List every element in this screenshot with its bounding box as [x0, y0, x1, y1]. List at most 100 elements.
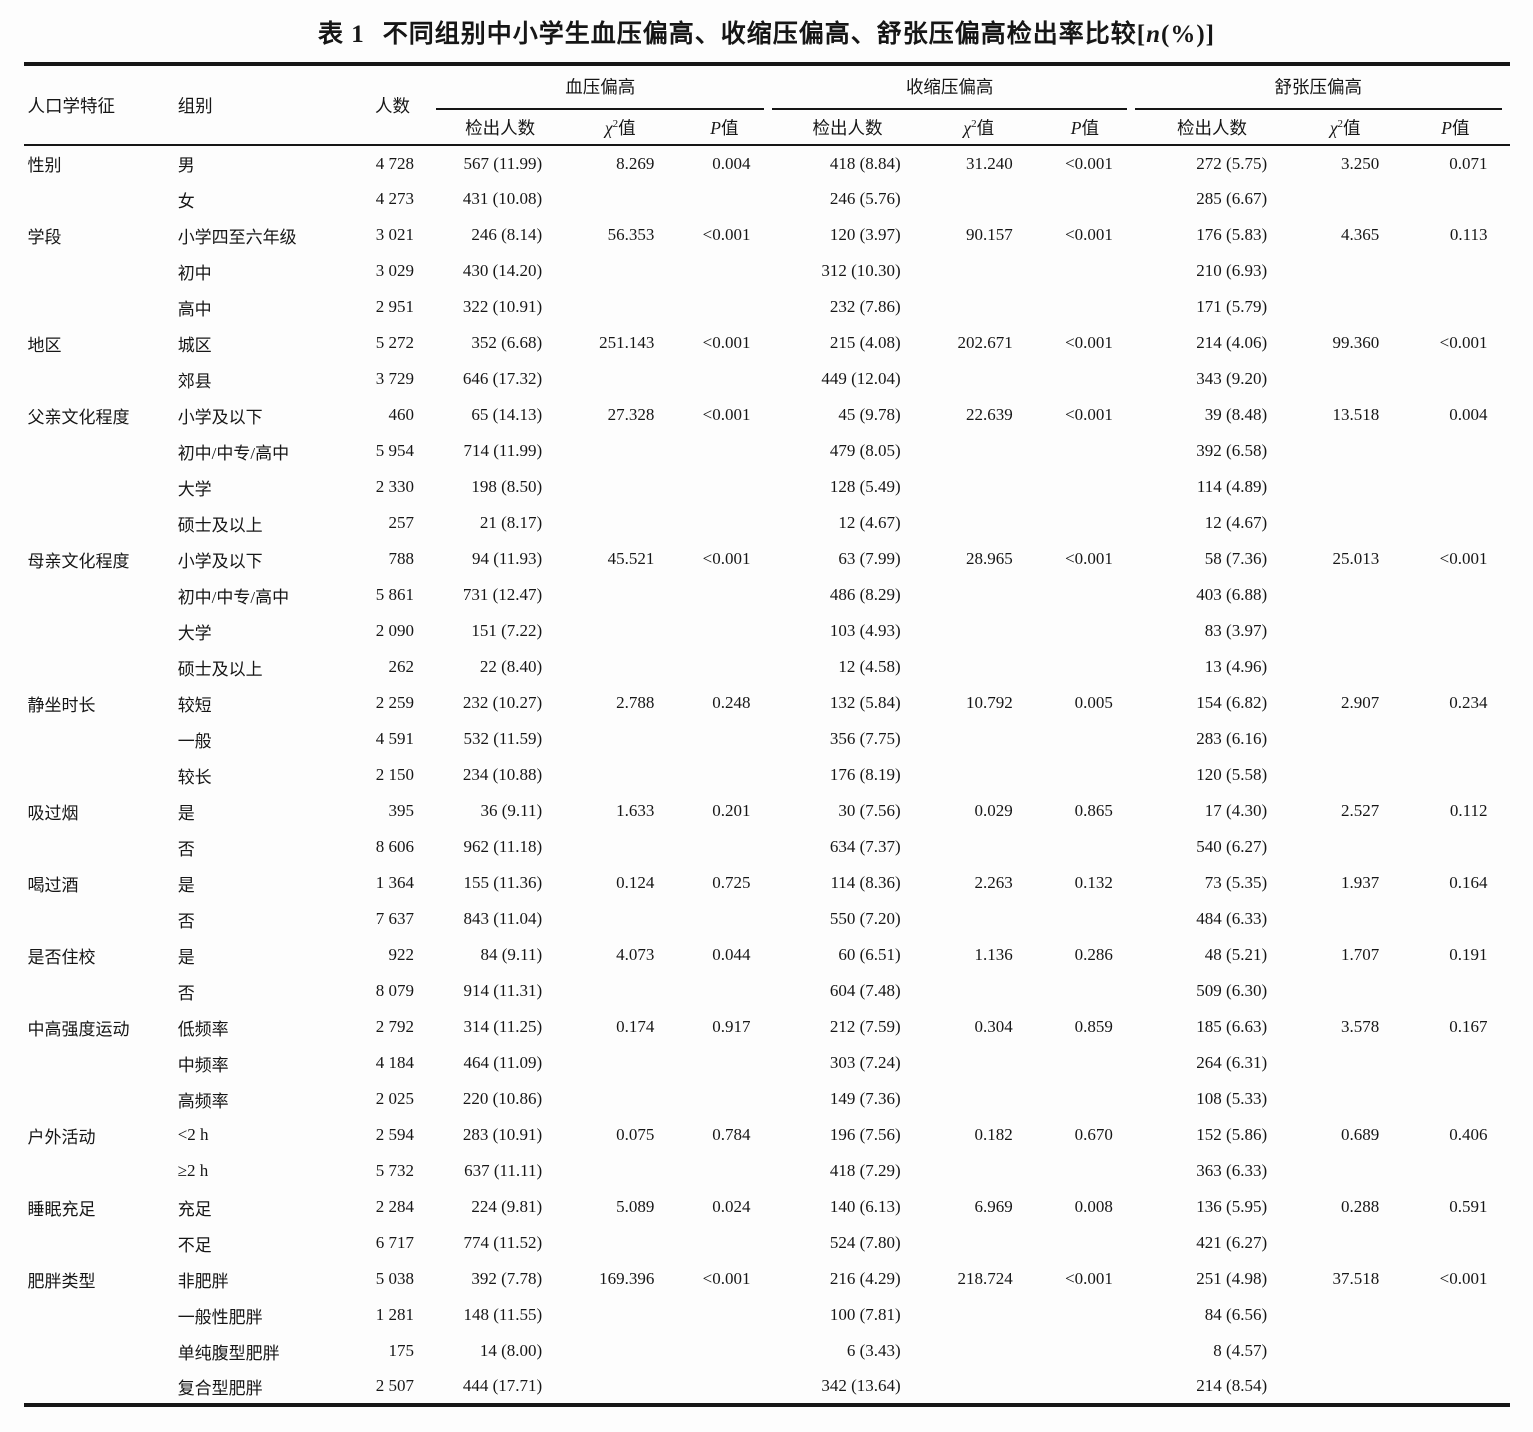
cell-n: 4 273	[375, 189, 415, 208]
cell-bp-detect: 36 (9.11)	[480, 801, 543, 820]
table-row: 初中 3 029 430 (14.20) 312 (10.30) 210 (6.93)	[24, 253, 1510, 289]
cell-sbp-chi	[923, 1153, 1035, 1189]
cell-sbp-detect: 479 (8.05)	[829, 441, 901, 460]
cell-sbp-detect: 176 (8.19)	[829, 765, 901, 784]
cell-sbp-chi	[923, 1297, 1035, 1333]
subheader-chi-sbp: χ2值	[922, 110, 1035, 146]
cell-dbp-detect: 343 (9.20)	[1196, 369, 1268, 388]
cell-sbp-detect: 132 (5.84)	[829, 693, 901, 712]
cell-bp-chi: 1.633	[616, 801, 655, 820]
cell-dbp-chi: 25.013	[1332, 549, 1380, 568]
cell-sbp-p: 0.005	[1074, 693, 1113, 712]
title-bracket-open: [	[1136, 21, 1147, 48]
cell-sbp-chi	[923, 613, 1035, 649]
table-row: 户外活动 <2 h 2 594 283 (10.91) 0.075 0.784 196 (7…	[24, 1117, 1510, 1153]
cell-sbp-chi	[923, 1333, 1035, 1369]
cell-sbp-p	[1035, 433, 1135, 469]
cell-n: 5 038	[375, 1269, 415, 1288]
cell-bp-detect: 430 (14.20)	[462, 261, 543, 280]
cell-dbp-detect: 272 (5.75)	[1196, 153, 1268, 173]
cell-dbp-detect: 152 (5.86)	[1196, 1125, 1268, 1144]
row-category	[24, 973, 170, 1009]
cell-sbp-p	[1035, 1081, 1135, 1117]
cell-dbp-detect: 214 (4.06)	[1196, 333, 1268, 352]
cell-dbp-chi: 3.578	[1341, 1017, 1380, 1036]
cell-dbp-p	[1401, 1333, 1509, 1369]
cell-dbp-p: <0.001	[1439, 333, 1488, 352]
row-group: <2 h	[177, 1125, 209, 1144]
cell-n: 2 330	[375, 477, 415, 496]
cell-sbp-chi	[923, 649, 1035, 685]
cell-sbp-p	[1035, 613, 1135, 649]
table-row: 高中 2 951 322 (10.91) 232 (7.86) 171 (5.79)	[24, 289, 1510, 325]
row-category	[24, 1081, 170, 1117]
cell-dbp-p	[1401, 289, 1509, 325]
cell-dbp-detect: 509 (6.30)	[1196, 981, 1268, 1000]
row-category: 户外活动	[27, 1127, 96, 1147]
row-category	[24, 469, 170, 505]
cell-bp-p	[676, 1081, 772, 1117]
row-group: 初中/中专/高中	[177, 587, 290, 607]
cell-dbp-chi	[1289, 433, 1401, 469]
cell-dbp-p: 0.113	[1449, 225, 1488, 244]
table-row: 一般性肥胖 1 281 148 (11.55) 100 (7.81) 84 (6.56)	[24, 1297, 1510, 1333]
row-category	[24, 181, 170, 217]
header-n: 人数	[359, 64, 437, 146]
cell-dbp-p	[1401, 721, 1509, 757]
cell-n: 2 951	[375, 297, 415, 316]
row-category	[24, 613, 170, 649]
cell-dbp-chi	[1289, 181, 1401, 217]
row-group: 复合型肥胖	[177, 1378, 263, 1398]
cell-bp-detect: 431 (10.08)	[462, 189, 543, 208]
table-row: 否 7 637 843 (11.04) 550 (7.20) 484 (6.33)	[24, 901, 1510, 937]
title-n-variable: n	[1146, 21, 1162, 48]
header-group: 组别	[169, 64, 360, 146]
header-group-row: 人口学特征 组别 人数 血压偏高 收缩压偏高 舒张压偏高	[23, 64, 1510, 146]
cell-bp-p	[676, 1045, 772, 1081]
data-table: 人口学特征 组别 人数 血压偏高 收缩压偏高 舒张压偏高 检出人数 χ2值 P值…	[23, 62, 1510, 1407]
table-row: 否 8 606 962 (11.18) 634 (7.37) 540 (6.27)	[24, 829, 1510, 865]
cell-sbp-chi: 2.263	[974, 873, 1013, 892]
row-group: 较短	[177, 695, 212, 715]
cell-n: 4 184	[375, 1053, 415, 1072]
cell-sbp-p: <0.001	[1065, 333, 1113, 352]
cell-sbp-chi	[923, 1369, 1035, 1405]
cell-bp-p	[676, 649, 772, 685]
cell-dbp-p: 0.112	[1449, 801, 1488, 820]
cell-bp-p: <0.001	[702, 549, 751, 568]
cell-bp-chi	[564, 757, 676, 793]
cell-sbp-detect: 60 (6.51)	[838, 945, 901, 964]
cell-dbp-chi: 13.518	[1332, 405, 1380, 424]
row-category: 是否住校	[27, 947, 96, 967]
table-row: 性别 男 4 728 567 (11.99) 8.269 0.004 418 (8.84) 3…	[24, 145, 1510, 181]
cell-bp-chi	[564, 181, 676, 217]
cell-bp-p	[676, 721, 772, 757]
cell-sbp-detect: 215 (4.08)	[829, 333, 901, 352]
cell-sbp-chi	[923, 721, 1035, 757]
cell-sbp-p: <0.001	[1065, 1269, 1113, 1288]
table-row: 高频率 2 025 220 (10.86) 149 (7.36) 108 (5.33)	[24, 1081, 1510, 1117]
cell-dbp-detect: 363 (6.33)	[1196, 1161, 1268, 1180]
row-group: 大学	[177, 479, 212, 499]
cell-dbp-chi	[1289, 649, 1401, 685]
cell-dbp-p	[1401, 613, 1509, 649]
cell-sbp-chi: 202.671	[957, 333, 1013, 352]
header-sbp-group: 收缩压偏高	[772, 64, 1134, 110]
row-category	[24, 829, 170, 865]
cell-dbp-p	[1401, 253, 1509, 289]
cell-dbp-detect: 421 (6.27)	[1196, 1233, 1268, 1252]
cell-sbp-detect: 418 (7.29)	[829, 1161, 901, 1180]
table-row: 肥胖类型 非肥胖 5 038 392 (7.78) 169.396 <0.001 216 (…	[24, 1261, 1510, 1297]
cell-dbp-detect: 12 (4.67)	[1204, 513, 1268, 532]
cell-sbp-chi	[923, 1081, 1035, 1117]
row-category	[24, 1333, 170, 1369]
cell-bp-chi	[564, 1045, 676, 1081]
cell-sbp-detect: 216 (4.29)	[829, 1269, 901, 1288]
cell-bp-p: 0.024	[712, 1197, 751, 1216]
cell-bp-p	[676, 829, 772, 865]
cell-sbp-detect: 212 (7.59)	[829, 1017, 901, 1036]
cell-bp-chi: 5.089	[616, 1197, 655, 1216]
cell-bp-chi: 0.174	[616, 1017, 655, 1036]
cell-dbp-p	[1401, 1225, 1509, 1261]
cell-bp-detect: 155 (11.36)	[463, 873, 543, 892]
